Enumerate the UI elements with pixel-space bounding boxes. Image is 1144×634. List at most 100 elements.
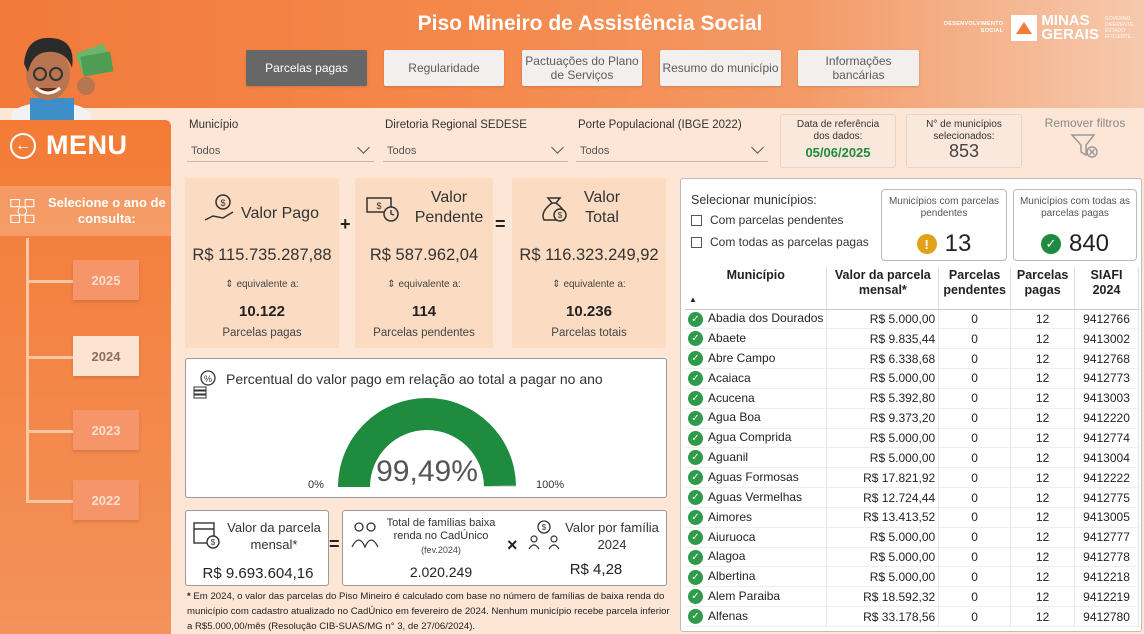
table-row[interactable]: ✓ Alagoa R$ 5.000,00 0 12 9412778	[685, 547, 1139, 568]
table-row[interactable]: ✓ Abaete R$ 9.835,44 0 12 9413002	[685, 328, 1139, 350]
mascot-avatar	[11, 37, 114, 120]
table-row[interactable]: ✓ Albertina R$ 5.000,00 0 12 9412218	[685, 566, 1139, 588]
kpi-pago-title: Valor Pago	[241, 205, 319, 222]
calc-equals-operator: =	[329, 534, 340, 554]
filter-diretoria-value: Todos	[387, 144, 417, 157]
filter-municipio-label: Município	[189, 119, 239, 131]
tab-pactuacoes[interactable]: Pactuações do Plano de Serviços	[522, 50, 642, 86]
selected-municipalities-value: 853	[948, 141, 980, 161]
municipio-name: Alem Paraiba	[708, 589, 781, 604]
tab-resumo-municipio[interactable]: Resumo do município	[660, 50, 781, 86]
selected-municipalities-label: N° de municípios selecionados:	[926, 119, 1002, 142]
checkbox-icon[interactable]	[691, 236, 702, 248]
header-valor-parcela[interactable]: Valor da parcela mensal*	[826, 267, 940, 310]
gov-name-line-1: MINAS	[1041, 12, 1090, 29]
parcela-mensal-box: $ Valor da parcela mensal* R$ 9.693.604,…	[185, 510, 329, 586]
cell-parcelas-pagas: 12	[1010, 566, 1076, 588]
kpi-total-value: R$ 116.323.249,92	[519, 246, 659, 264]
header-siafi[interactable]: SIAFI 2024	[1074, 267, 1139, 310]
kpi-pendente-title: Valor Pendente	[414, 189, 484, 226]
cell-parcelas-pagas: 12	[1010, 428, 1076, 449]
svg-text:$: $	[542, 523, 547, 532]
cell-parcelas-pendentes: 0	[938, 566, 1012, 588]
table-row[interactable]: ✓ Abadia dos Dourados R$ 5.000,00 0 12 941276…	[685, 309, 1139, 330]
municipio-name: Aiuruoca	[708, 529, 756, 544]
table-row[interactable]: ✓ Abre Campo R$ 6.338,68 0 12 9412768	[685, 348, 1139, 370]
familias-label: Total de famílias baixa renda no CadÚnic…	[386, 517, 496, 542]
year-button-2023[interactable]: 2023	[73, 410, 139, 450]
check-circle-icon: ✓	[688, 351, 703, 367]
paid-municipalities-label: Municípios com todas as parcelas pagas	[1019, 196, 1131, 219]
table-row[interactable]: ✓ Aguanil R$ 5.000,00 0 12 9413004	[685, 447, 1139, 469]
cell-siafi: 9412775	[1074, 487, 1139, 508]
table-row[interactable]: ✓ Aguas Formosas R$ 17.821,92 0 12 9412222	[685, 467, 1139, 489]
year-button-2025[interactable]: 2025	[73, 260, 139, 300]
footnote: * Em 2024, o valor das parcelas do Piso …	[187, 589, 671, 634]
kpi-pendente-value: R$ 587.962,04	[369, 246, 479, 264]
filter-diretoria-dropdown[interactable]: Todos	[383, 140, 568, 162]
table-row[interactable]: ✓ Alfenas R$ 33.178,56 0 12 9412780	[685, 606, 1139, 627]
table-row[interactable]: ✓ Aimores R$ 13.413,52 0 12 9413005	[685, 507, 1139, 528]
year-button-2024[interactable]: 2024	[73, 336, 139, 376]
sort-ascending-icon[interactable]: ▲	[689, 294, 697, 304]
hand-coin-icon: $	[204, 194, 234, 221]
cell-parcelas-pagas: 12	[1010, 408, 1076, 429]
remove-filters-button[interactable]: Remover filtros	[1040, 116, 1130, 162]
cell-municipio: ✓ Alfenas	[685, 606, 828, 627]
kpi-pendente-foot: Parcelas pendentes	[373, 327, 475, 339]
por-familia-value: R$ 4,28	[569, 561, 623, 578]
municipio-name: Aguas Formosas	[708, 470, 799, 484]
table-row[interactable]: ✓ Alem Paraiba R$ 18.592,32 0 12 9412219	[685, 586, 1139, 608]
municipality-panel: Selecionar municípios: Com parcelas pend…	[680, 178, 1142, 632]
tab-parcelas-pagas[interactable]: Parcelas pagas	[246, 50, 367, 86]
cell-valor-parcela: R$ 33.178,56	[826, 606, 940, 627]
filter-porte-dropdown[interactable]: Todos	[576, 140, 768, 162]
year-button-2022[interactable]: 2022	[73, 480, 139, 520]
kpi-total-count: 10.236	[566, 303, 612, 320]
header-parcelas-pagas[interactable]: Parcelas pagas	[1010, 267, 1076, 310]
kpi-valor-total: $ Valor Total R$ 116.323.249,92 ⇕ equiva…	[512, 178, 666, 348]
cell-parcelas-pendentes: 0	[938, 368, 1012, 389]
svg-text:%: %	[204, 374, 212, 384]
cell-parcelas-pagas: 12	[1010, 368, 1076, 389]
filter-pending-checkbox[interactable]: Com parcelas pendentes	[691, 213, 843, 227]
gov-small-line-2: SOCIAL	[980, 28, 1004, 34]
cell-parcelas-pagas: 12	[1010, 309, 1076, 330]
minas-gerais-mark-icon	[1011, 15, 1038, 41]
filter-municipio-dropdown[interactable]: Todos	[187, 140, 374, 162]
svg-text:$: $	[211, 538, 216, 547]
familias-value: 2.020.249	[409, 564, 473, 580]
year-branch	[26, 356, 73, 359]
cell-parcelas-pagas: 12	[1010, 547, 1076, 568]
cell-parcelas-pendentes: 0	[938, 428, 1012, 449]
table-row[interactable]: ✓ Acucena R$ 5.392,80 0 12 9413003	[685, 388, 1139, 409]
back-arrow-icon[interactable]: ←	[10, 132, 36, 159]
menu-header[interactable]: ← MENU	[10, 130, 128, 161]
government-logo: DESENVOLVIMENTO SOCIAL MINAS GERAIS GOVE…	[944, 12, 1135, 44]
table-row[interactable]: ✓ Agua Comprida R$ 5.000,00 0 12 9412774	[685, 428, 1139, 449]
table-row[interactable]: ✓ Aguas Vermelhas R$ 12.724,44 0 12 9412775	[685, 487, 1139, 508]
tab-informacoes-bancarias[interactable]: Informações bancárias	[798, 50, 919, 86]
filter-all-paid-checkbox[interactable]: Com todas as parcelas pagas	[691, 235, 869, 249]
municipio-name: Aguas Vermelhas	[708, 489, 803, 504]
cell-parcelas-pendentes: 0	[938, 507, 1012, 528]
reference-date-label: Data de referência dos dados:	[796, 119, 880, 142]
cell-parcelas-pendentes: 0	[938, 309, 1012, 330]
kpi-valor-pendente: $ Valor Pendente R$ 587.962,04 ⇕ equival…	[355, 178, 493, 348]
municipio-name: Albertina	[708, 569, 756, 584]
header-parcelas-pendentes[interactable]: Parcelas pendentes	[938, 267, 1012, 310]
municipio-name: Acucena	[708, 390, 755, 405]
municipio-name: Agua Boa	[708, 410, 761, 425]
table-row[interactable]: ✓ Agua Boa R$ 9.373,20 0 12 9412220	[685, 408, 1139, 429]
table-row[interactable]: ✓ Aiuruoca R$ 5.000,00 0 12 9412777	[685, 527, 1139, 548]
header-municipio[interactable]: Município ▲	[685, 267, 828, 310]
tab-regularidade[interactable]: Regularidade	[384, 50, 504, 86]
check-circle-icon: ✓	[688, 430, 703, 446]
cell-parcelas-pendentes: 0	[938, 328, 1012, 350]
checkbox-icon[interactable]	[691, 214, 702, 226]
check-circle-icon: ✓	[688, 311, 703, 327]
table-row[interactable]: ✓ Acaiaca R$ 5.000,00 0 12 9412773	[685, 368, 1139, 389]
gov-tag-line-3: ESTADO	[1104, 28, 1126, 34]
remove-filters-label: Remover filtros	[1044, 116, 1126, 130]
cell-siafi: 9412222	[1074, 467, 1139, 489]
